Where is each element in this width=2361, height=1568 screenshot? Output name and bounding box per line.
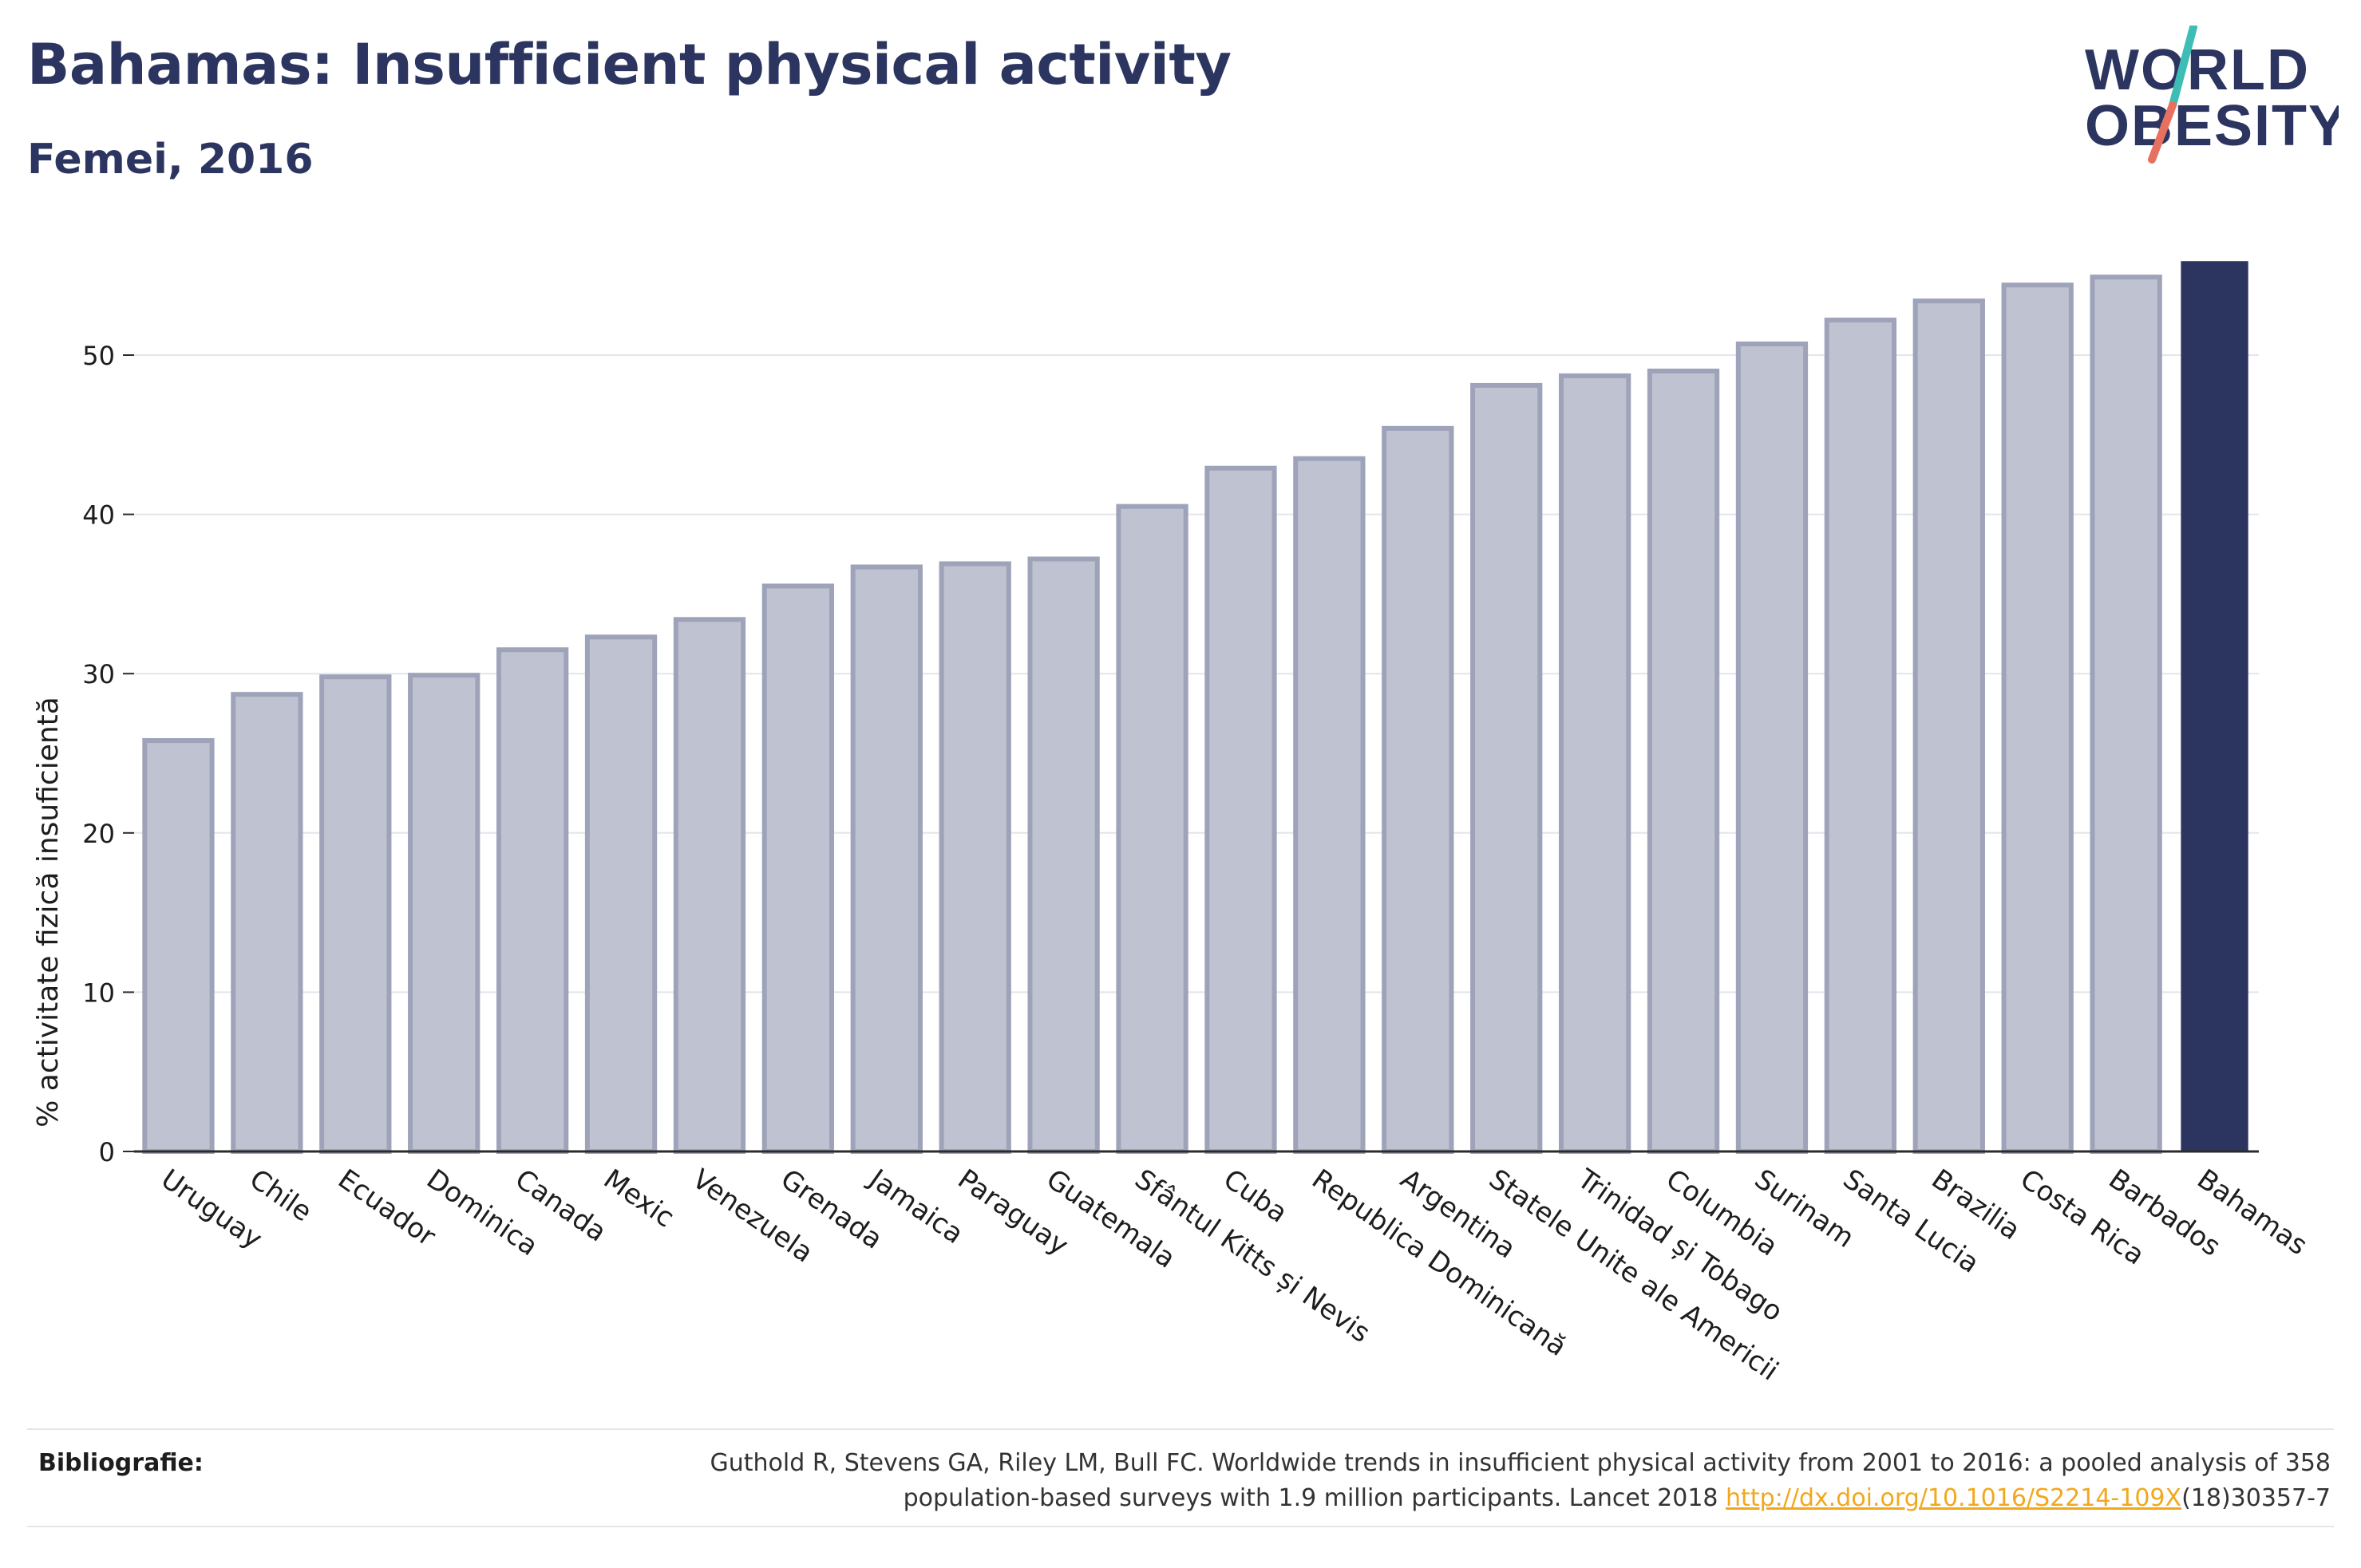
chart-subtitle: Femei, 2016 xyxy=(27,136,314,184)
citation-doi-link[interactable]: http://dx.doi.org/10.1016/S2214-109X xyxy=(1726,1484,2182,1512)
bar-statele-unite-ale-americii xyxy=(1470,382,1543,1154)
logo-slash-bottom xyxy=(2148,101,2177,164)
footer-divider-top xyxy=(27,1428,2334,1430)
logo-text-obesity: OBESITY xyxy=(2085,94,2339,158)
world-obesity-logo: WORLD OBESITY xyxy=(2085,26,2339,164)
bar-bahamas xyxy=(2181,261,2248,1152)
bar-chile xyxy=(231,692,303,1154)
bar-surinam xyxy=(1735,342,1809,1154)
bar-sf-ntul-kitts-i-nevis xyxy=(1116,504,1188,1154)
bar-grenada xyxy=(761,583,835,1154)
bar-trinidad-i-tobago xyxy=(1558,373,1631,1154)
bar-ecuador xyxy=(319,674,392,1154)
bar-dominica xyxy=(408,673,481,1154)
bar-barbados xyxy=(2090,274,2162,1154)
y-tick-label: 0 xyxy=(99,1137,115,1167)
bar-canada xyxy=(496,647,569,1154)
citation-line-1: Guthold R, Stevens GA, Riley LM, Bull FC… xyxy=(710,1449,2331,1477)
y-tick-label: 40 xyxy=(82,500,115,531)
bar-paraguay xyxy=(939,561,1011,1154)
x-tick-label: Uruguay xyxy=(155,1163,267,1256)
y-tick-label: 10 xyxy=(82,978,115,1008)
x-tick-label: Chile xyxy=(243,1163,318,1229)
bar-brazilia xyxy=(1912,298,1985,1154)
bar-argentina xyxy=(1382,425,1454,1154)
x-tick-label: Ecuador xyxy=(332,1163,441,1253)
bar-jamaica xyxy=(850,564,923,1154)
bar-santa-lucia xyxy=(1824,318,1897,1154)
bar-guatemala xyxy=(1027,556,1100,1154)
bar-chart: 0 10 20 30 40 50 % activitate fizică insuficie… xyxy=(32,261,2313,1387)
bar-venezuela xyxy=(673,617,746,1154)
y-tick-label: 50 xyxy=(82,341,115,371)
bar-republica-dominican- xyxy=(1293,456,1366,1154)
y-tick-label: 30 xyxy=(82,659,115,689)
bar-uruguay xyxy=(142,738,215,1154)
bar-columbia xyxy=(1647,368,1720,1154)
bar-mexic xyxy=(584,634,658,1154)
logo-text-world: WORLD xyxy=(2085,38,2310,102)
citation-line-2-end: (18)30357-7 xyxy=(2181,1484,2331,1512)
bar-cuba xyxy=(1204,465,1277,1154)
y-tick-label: 20 xyxy=(82,819,115,849)
citation-line-2: population-based surveys with 1.9 millio… xyxy=(903,1484,1726,1512)
chart-title: Bahamas: Insufficient physical activity xyxy=(27,32,1232,97)
bar-costa-rica xyxy=(2001,282,2074,1154)
logo-slash-top xyxy=(2169,26,2197,109)
bibliography-citation: Guthold R, Stevens GA, Riley LM, Bull FC… xyxy=(495,1446,2331,1516)
bibliography-label: Bibliografie: xyxy=(38,1449,204,1477)
footer-divider-bottom xyxy=(27,1526,2334,1527)
y-axis-label: % activitate fizică insuficientă xyxy=(32,697,65,1128)
